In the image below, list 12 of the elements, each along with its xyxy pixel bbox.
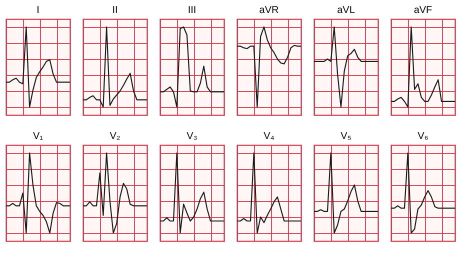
chart-title: II — [112, 5, 118, 16]
chart-title: III — [188, 5, 196, 16]
chart-title: aVR — [259, 5, 279, 16]
chart-title: I — [36, 5, 40, 16]
chart-title: aVF — [414, 5, 432, 16]
chart-title: V₁ — [32, 131, 44, 142]
chart-title: aVL — [337, 5, 356, 16]
chart-title: V₅ — [340, 131, 352, 142]
chart-title: V₃ — [186, 131, 198, 142]
chart-title: V₂ — [110, 131, 120, 142]
chart-title: V₄ — [264, 131, 274, 142]
chart-title: V₆ — [418, 131, 428, 142]
